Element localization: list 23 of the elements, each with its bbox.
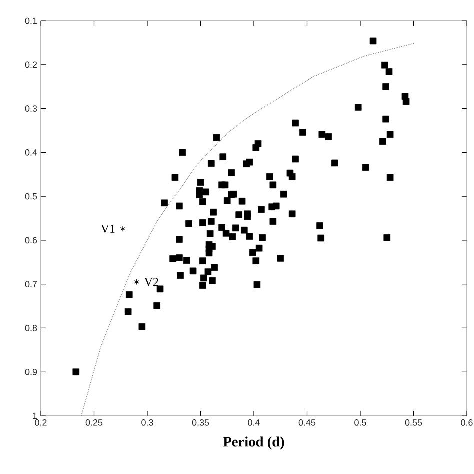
y-tick-label: 0.9	[25, 368, 38, 376]
annotation: V2	[144, 278, 158, 286]
y-tick-label: 0.2	[25, 62, 38, 68]
y-tick-label: 0.5	[25, 193, 38, 200]
x-tick-label: 0.55	[405, 420, 422, 426]
y-tick-label: 0.7	[25, 281, 38, 288]
x-tick-label: 0.5	[354, 420, 366, 426]
annotation: V1	[101, 225, 115, 234]
y-tick-label: 0.6	[25, 237, 38, 244]
y-tick-label: 1	[33, 412, 38, 420]
x-tick-label: 0.3	[142, 420, 154, 426]
y-tick-label: 0.3	[25, 106, 38, 112]
x-tick-label: 0.4	[248, 420, 260, 426]
x-tick-label: 0.6	[461, 420, 473, 426]
x-tick-label: 0.25	[86, 420, 103, 426]
line-series	[81, 42, 416, 416]
x-axis-title: Period (d)	[223, 436, 284, 450]
x-tick-label: 0.2	[35, 420, 47, 426]
y-tick-label: 0.8	[25, 325, 38, 332]
x-tick-label: 0.35	[192, 420, 210, 426]
y-tick-label: 0.1	[25, 18, 38, 24]
y-tick-label: 0.4	[25, 149, 38, 156]
x-tick-label: 0.45	[298, 420, 316, 426]
